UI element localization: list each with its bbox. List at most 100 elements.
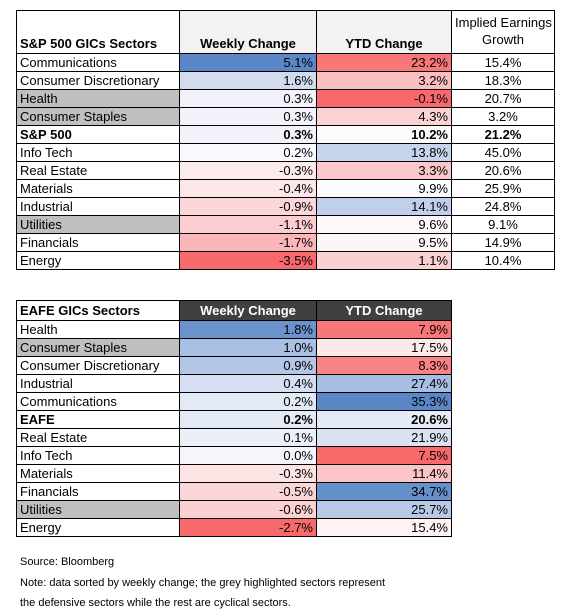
sp500-ytd-cell: -0.1%: [316, 89, 452, 108]
sp500-ytd-cell: 9.6%: [316, 215, 452, 234]
eafe-weekly-cell: -2.7%: [179, 518, 317, 537]
eafe-row: Utilities -0.6% 25.7%: [16, 500, 452, 519]
sp500-row: Financials -1.7% 9.5% 14.9%: [16, 233, 555, 252]
eafe-row: Communications 0.2% 35.3%: [16, 392, 452, 411]
sp500-weekly-cell: -1.7%: [179, 233, 317, 252]
sp500-earnings-cell: 15.4%: [451, 53, 555, 72]
eafe-weekly-cell: -0.5%: [179, 482, 317, 501]
eafe-sector-cell: Financials: [16, 482, 180, 501]
eafe-row: Consumer Staples 1.0% 17.5%: [16, 338, 452, 357]
sp500-earnings-cell: 9.1%: [451, 215, 555, 234]
eafe-row: Industrial 0.4% 27.4%: [16, 374, 452, 393]
sp500-earnings-cell: 10.4%: [451, 251, 555, 270]
eafe-sector-cell: EAFE: [16, 410, 180, 429]
sp500-row: Health 0.3% -0.1% 20.7%: [16, 89, 555, 108]
eafe-weekly-cell: 1.8%: [179, 320, 317, 339]
sp500-ytd-cell: 23.2%: [316, 53, 452, 72]
eafe-sector-header: EAFE GICs Sectors: [16, 300, 180, 321]
sp500-weekly-cell: 5.1%: [179, 53, 317, 72]
eafe-weekly-cell: 0.1%: [179, 428, 317, 447]
eafe-sector-cell: Industrial: [16, 374, 180, 393]
eafe-sector-cell: Energy: [16, 518, 180, 537]
eafe-ytd-cell: 7.5%: [316, 446, 452, 465]
sp500-row: Info Tech 0.2% 13.8% 45.0%: [16, 143, 555, 162]
sp500-row: Utilities -1.1% 9.6% 9.1%: [16, 215, 555, 234]
eafe-ytd-cell: 15.4%: [316, 518, 452, 537]
eafe-row: Info Tech 0.0% 7.5%: [16, 446, 452, 465]
sp500-header-row: S&P 500 GICs Sectors Weekly Change YTD C…: [16, 10, 555, 54]
sp500-weekly-cell: 0.2%: [179, 143, 317, 162]
sp500-ytd-cell: 4.3%: [316, 107, 452, 126]
sp500-ytd-cell: 13.8%: [316, 143, 452, 162]
sp500-ytd-cell: 9.9%: [316, 179, 452, 198]
eafe-sector-cell: Health: [16, 320, 180, 339]
sp500-weekly-cell: 0.3%: [179, 89, 317, 108]
eafe-weekly-cell: -0.6%: [179, 500, 317, 519]
sp500-ytd-cell: 9.5%: [316, 233, 452, 252]
sp500-earnings-cell: 20.7%: [451, 89, 555, 108]
eafe-row: Energy -2.7% 15.4%: [16, 518, 452, 537]
sp500-earnings-cell: 24.8%: [451, 197, 555, 216]
sp500-sector-cell: Industrial: [16, 197, 180, 216]
sp500-sector-cell: Info Tech: [16, 143, 180, 162]
sp500-sector-cell: Communications: [16, 53, 180, 72]
eafe-sector-table: EAFE GICs Sectors Weekly Change YTD Chan…: [16, 300, 452, 537]
sp500-weekly-cell: -0.9%: [179, 197, 317, 216]
sp500-row: S&P 500 0.3% 10.2% 21.2%: [16, 125, 555, 144]
eafe-row: Financials -0.5% 34.7%: [16, 482, 452, 501]
sp500-sector-cell: Real Estate: [16, 161, 180, 180]
earnings-header-line1: Implied Earnings: [455, 15, 552, 30]
eafe-ytd-cell: 17.5%: [316, 338, 452, 357]
eafe-weekly-cell: -0.3%: [179, 464, 317, 483]
sp500-weekly-cell: 1.6%: [179, 71, 317, 90]
eafe-weekly-cell: 0.2%: [179, 392, 317, 411]
eafe-sector-cell: Consumer Discretionary: [16, 356, 180, 375]
sp500-sector-cell: Consumer Staples: [16, 107, 180, 126]
eafe-row: Consumer Discretionary 0.9% 8.3%: [16, 356, 452, 375]
eafe-ytd-cell: 27.4%: [316, 374, 452, 393]
eafe-weekly-header: Weekly Change: [179, 300, 317, 321]
eafe-sector-cell: Real Estate: [16, 428, 180, 447]
eafe-sector-cell: Materials: [16, 464, 180, 483]
eafe-ytd-cell: 11.4%: [316, 464, 452, 483]
eafe-header-row: EAFE GICs Sectors Weekly Change YTD Chan…: [16, 300, 452, 321]
sp500-row: Consumer Staples 0.3% 4.3% 3.2%: [16, 107, 555, 126]
sp500-earnings-cell: 20.6%: [451, 161, 555, 180]
eafe-row: EAFE 0.2% 20.6%: [16, 410, 452, 429]
sp500-ytd-cell: 10.2%: [316, 125, 452, 144]
sp500-earnings-header: Implied Earnings Growth: [451, 10, 555, 54]
sp500-weekly-cell: -0.4%: [179, 179, 317, 198]
sp500-sector-table: S&P 500 GICs Sectors Weekly Change YTD C…: [16, 10, 555, 270]
eafe-sector-cell: Consumer Staples: [16, 338, 180, 357]
sp500-sector-cell: Consumer Discretionary: [16, 71, 180, 90]
sp500-sector-cell: S&P 500: [16, 125, 180, 144]
sp500-sector-cell: Financials: [16, 233, 180, 252]
sp500-sector-cell: Materials: [16, 179, 180, 198]
eafe-ytd-cell: 34.7%: [316, 482, 452, 501]
sp500-weekly-cell: 0.3%: [179, 125, 317, 144]
sp500-weekly-cell: 0.3%: [179, 107, 317, 126]
eafe-sector-cell: Utilities: [16, 500, 180, 519]
earnings-header-line2: Growth: [482, 32, 524, 47]
eafe-ytd-cell: 8.3%: [316, 356, 452, 375]
eafe-row: Real Estate 0.1% 21.9%: [16, 428, 452, 447]
eafe-weekly-cell: 0.9%: [179, 356, 317, 375]
sp500-ytd-cell: 3.2%: [316, 71, 452, 90]
sp500-row: Materials -0.4% 9.9% 25.9%: [16, 179, 555, 198]
eafe-sector-cell: Info Tech: [16, 446, 180, 465]
sp500-weekly-cell: -3.5%: [179, 251, 317, 270]
sp500-row: Energy -3.5% 1.1% 10.4%: [16, 251, 555, 270]
sp500-sector-cell: Energy: [16, 251, 180, 270]
eafe-weekly-cell: 0.0%: [179, 446, 317, 465]
sp500-row: Real Estate -0.3% 3.3% 20.6%: [16, 161, 555, 180]
sp500-earnings-cell: 21.2%: [451, 125, 555, 144]
sp500-row: Communications 5.1% 23.2% 15.4%: [16, 53, 555, 72]
eafe-ytd-cell: 25.7%: [316, 500, 452, 519]
method-note-line2: the defensive sectors while the rest are…: [20, 597, 291, 609]
method-note-line1: Note: data sorted by weekly change; the …: [20, 577, 386, 589]
eafe-weekly-cell: 0.2%: [179, 410, 317, 429]
sp500-earnings-cell: 45.0%: [451, 143, 555, 162]
sp500-sector-cell: Utilities: [16, 215, 180, 234]
sp500-weekly-cell: -1.1%: [179, 215, 317, 234]
eafe-row: Materials -0.3% 11.4%: [16, 464, 452, 483]
